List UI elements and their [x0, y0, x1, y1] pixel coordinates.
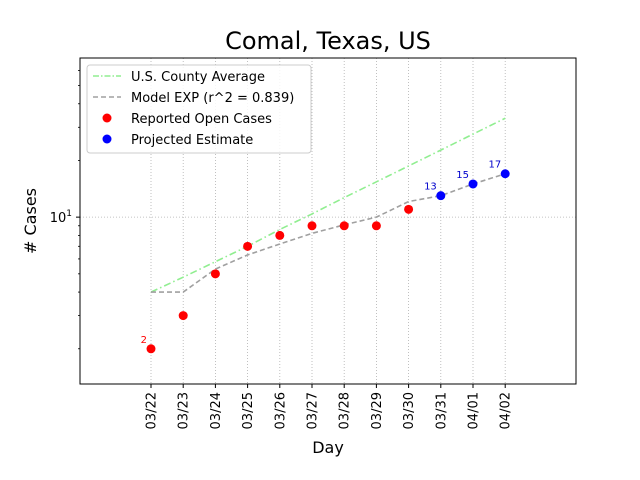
marker-reported-open-cases: [404, 204, 414, 214]
marker-reported-open-cases: [339, 221, 349, 231]
x-tick-label: 03/31: [434, 392, 449, 429]
legend-swatch-reported: [102, 113, 112, 123]
x-tick-label: 03/22: [145, 392, 160, 429]
data-label: 17: [488, 160, 501, 171]
data-label: 13: [424, 182, 437, 193]
x-tick-label: 03/27: [306, 392, 321, 429]
x-axis-label: Day: [312, 438, 344, 457]
line-model-exp-r-2-0-839: [151, 172, 506, 293]
x-tick-label: 03/26: [273, 392, 288, 429]
x-tick-label: 03/24: [209, 392, 224, 429]
y-axis-label: # Cases: [21, 188, 40, 254]
y-tick-label: 101: [50, 209, 72, 226]
chart-title: Comal, Texas, US: [225, 27, 431, 55]
legend-label-model: Model EXP (r^2 = 0.839): [131, 91, 294, 106]
x-tick-layer: 03/22 03/23 03/24 03/25 03/26 03/27 03/28 03/29…: [145, 384, 514, 429]
x-tick-label: 03/30: [402, 392, 417, 429]
legend: U.S. County Average Model EXP (r^2 = 0.8…: [86, 64, 312, 154]
marker-reported-open-cases: [371, 221, 381, 231]
marker-reported-open-cases: [178, 311, 188, 321]
marker-reported-open-cases: [275, 230, 285, 240]
legend-label-projected: Projected Estimate: [131, 133, 253, 148]
data-label: 15: [456, 170, 469, 181]
legend-swatch-projected: [102, 134, 112, 144]
marker-projected-estimate: [500, 169, 510, 179]
annotation-layer: 2 13 15 17: [141, 160, 502, 346]
marker-projected-estimate: [468, 179, 478, 189]
marker-reported-open-cases: [146, 344, 156, 354]
y-tick-layer: 101: [50, 70, 80, 350]
x-tick-label: 03/28: [338, 392, 353, 429]
x-tick-label: 03/25: [241, 392, 256, 429]
marker-reported-open-cases: [307, 221, 317, 231]
legend-box: [86, 64, 312, 154]
marker-reported-open-cases: [210, 269, 220, 279]
marker-layer: [146, 169, 510, 354]
data-label: 2: [141, 335, 147, 346]
x-tick-label: 04/01: [467, 392, 482, 429]
legend-label-reported: Reported Open Cases: [131, 112, 272, 127]
marker-projected-estimate: [436, 191, 446, 201]
series-layer: [150, 117, 506, 293]
marker-reported-open-cases: [243, 241, 253, 251]
legend-label-county-average: U.S. County Average: [131, 70, 265, 85]
x-tick-label: 03/23: [177, 392, 192, 429]
plot-frame: [79, 57, 577, 385]
x-tick-label: 04/02: [499, 392, 514, 429]
x-tick-label: 03/29: [370, 392, 385, 429]
